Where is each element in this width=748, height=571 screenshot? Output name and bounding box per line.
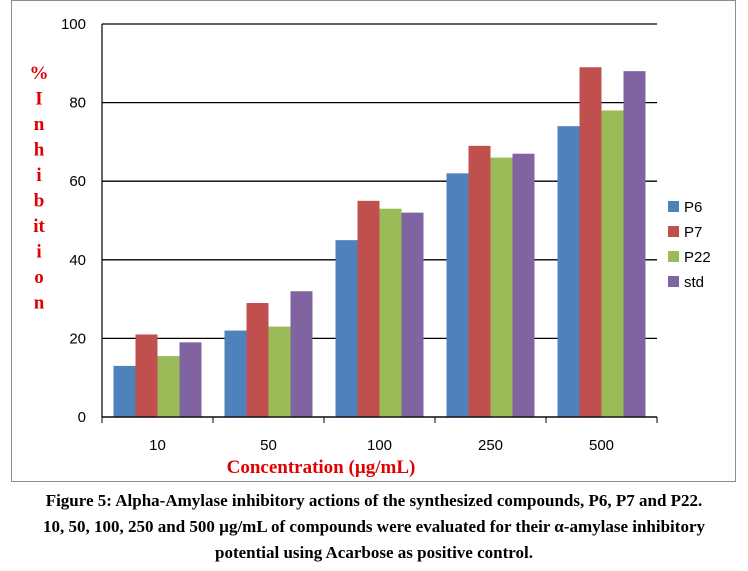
axes xyxy=(101,24,658,423)
x-tick-label: 10 xyxy=(149,437,166,454)
legend-label-p6: P6 xyxy=(684,199,702,216)
bar-std-10 xyxy=(179,342,202,417)
y-tick-label: 80 xyxy=(69,95,86,112)
x-tick-label: 250 xyxy=(478,437,503,454)
bar-p7-10 xyxy=(135,334,158,417)
bar-std-250 xyxy=(512,153,535,417)
bar-p6-50 xyxy=(224,330,247,417)
bar-p22-100 xyxy=(379,208,402,417)
legend-label-std: std xyxy=(684,274,704,291)
bar-p7-100 xyxy=(357,200,380,417)
y-axis-label-char: it xyxy=(33,216,45,237)
bar-p22-10 xyxy=(157,356,180,417)
y-axis-label-char: b xyxy=(34,191,45,212)
y-tick-labels: 0 20 40 60 80 100 xyxy=(61,16,86,426)
bar-p6-250 xyxy=(446,173,469,417)
y-axis-label-char: % xyxy=(30,63,49,84)
bar-p22-500 xyxy=(601,110,624,418)
y-axis-label-char: o xyxy=(34,267,44,288)
bar-p22-250 xyxy=(490,157,513,417)
bar-std-500 xyxy=(623,71,646,417)
caption-line-2: 10, 50, 100, 250 and 500 µg/mL of compou… xyxy=(43,517,705,536)
bars xyxy=(113,67,646,418)
y-tick-label: 40 xyxy=(69,252,86,269)
bar-p22-50 xyxy=(268,326,291,417)
y-axis-label-char: n xyxy=(34,293,45,314)
y-axis-label-char: i xyxy=(36,165,41,186)
y-axis-label-char: n xyxy=(34,114,45,135)
y-axis-label-char: I xyxy=(35,89,42,110)
x-axis-label: Concentration (µg/mL) xyxy=(227,457,416,478)
bar-std-50 xyxy=(290,291,313,417)
legend-label-p22: P22 xyxy=(684,249,711,266)
x-tick-labels: 10 50 100 250 500 xyxy=(149,437,614,454)
bar-p7-50 xyxy=(246,303,269,417)
bar-p7-250 xyxy=(468,145,491,417)
y-tick-label: 20 xyxy=(69,330,86,347)
y-axis-label-char: h xyxy=(34,140,45,161)
bar-p6-500 xyxy=(557,126,580,418)
x-tick-label: 500 xyxy=(589,437,614,454)
bar-p6-10 xyxy=(113,365,136,417)
x-tick-label: 50 xyxy=(260,437,277,454)
bar-std-100 xyxy=(401,212,424,417)
legend-swatch-p6 xyxy=(668,201,679,212)
bar-p7-500 xyxy=(579,67,602,417)
legend-label-p7: P7 xyxy=(684,224,702,241)
legend-swatch-std xyxy=(668,276,679,287)
y-tick-label: 0 xyxy=(78,409,86,426)
y-axis-label-char: i xyxy=(36,242,41,263)
caption-line-1: Figure 5: Alpha-Amylase inhibitory actio… xyxy=(45,491,703,510)
legend-swatch-p7 xyxy=(668,226,679,237)
legend: P6 P7 P22 std xyxy=(668,199,711,291)
y-tick-label: 100 xyxy=(61,16,86,33)
bar-p6-100 xyxy=(335,240,358,417)
legend-swatch-p22 xyxy=(668,251,679,262)
caption-line-3: potential using Acarbose as positive con… xyxy=(215,543,533,562)
x-tick-label: 100 xyxy=(367,437,392,454)
figure-caption: Figure 5: Alpha-Amylase inhibitory actio… xyxy=(0,488,748,566)
y-tick-label: 60 xyxy=(69,173,86,190)
